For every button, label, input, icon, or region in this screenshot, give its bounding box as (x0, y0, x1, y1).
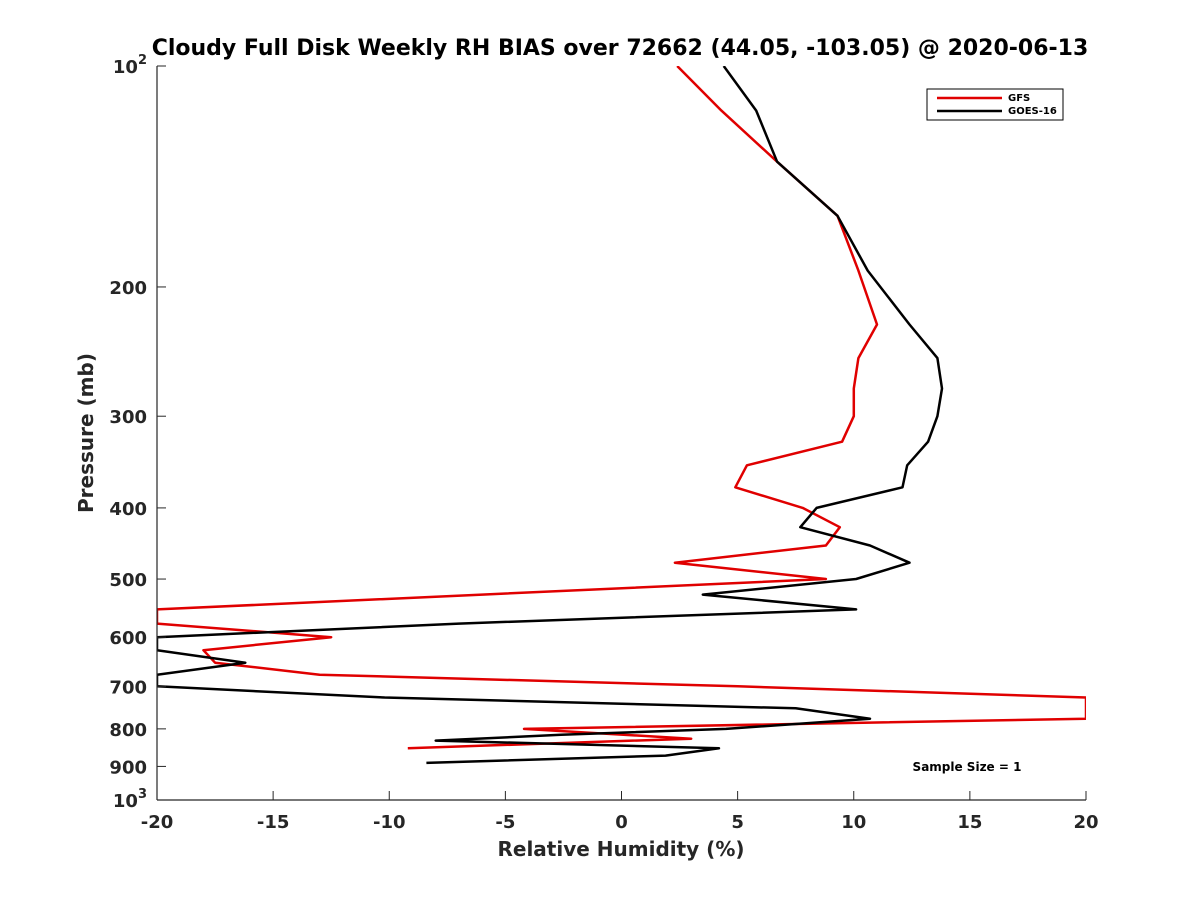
legend-label-gfs: GFS (1008, 93, 1030, 104)
y-tick-label: 500 (109, 570, 147, 591)
y-tick-label: 600 (109, 628, 147, 649)
y-tick-label: 700 (109, 677, 147, 698)
series-line-gfs (157, 66, 1086, 750)
y-tick-label: 800 (109, 720, 147, 741)
y-tick-label: 900 (109, 757, 147, 778)
x-tick-label: -5 (495, 812, 515, 833)
legend-label-goes16: GOES-16 (1008, 106, 1057, 117)
x-tick-label: 20 (1073, 812, 1098, 833)
x-tick-label: 15 (957, 812, 982, 833)
x-tick-label: -20 (141, 812, 174, 833)
series-line-goes16 (157, 66, 944, 765)
plot-area (157, 66, 1086, 800)
x-tick-label: -15 (257, 812, 290, 833)
y-tick-label: 102 (113, 53, 147, 78)
y-tick-label: 200 (109, 278, 147, 299)
x-tick-label: 5 (731, 812, 744, 833)
legend-box (926, 88, 1064, 121)
x-tick-label: 10 (841, 812, 866, 833)
y-axis-label: Pressure (mb) (74, 353, 98, 513)
sample-size-annotation: Sample Size = 1 (913, 760, 1022, 774)
y-tick-label: 300 (109, 407, 147, 428)
y-axis-ticks: 102 200 300 400 500 600 700 800 900 103 (109, 53, 166, 812)
chart-title: Cloudy Full Disk Weekly RH BIAS over 726… (152, 36, 1089, 61)
x-tick-label: -10 (373, 812, 406, 833)
y-tick-label: 400 (109, 499, 147, 520)
y-tick-label: 103 (113, 787, 147, 812)
legend: GFS GOES-16 (926, 88, 1064, 121)
series-layer (157, 66, 1086, 765)
x-tick-label: 0 (615, 812, 628, 833)
x-axis-label: Relative Humidity (%) (497, 837, 744, 861)
x-axis-ticks: -20 -15 -10 -5 0 5 10 15 20 (141, 791, 1099, 833)
